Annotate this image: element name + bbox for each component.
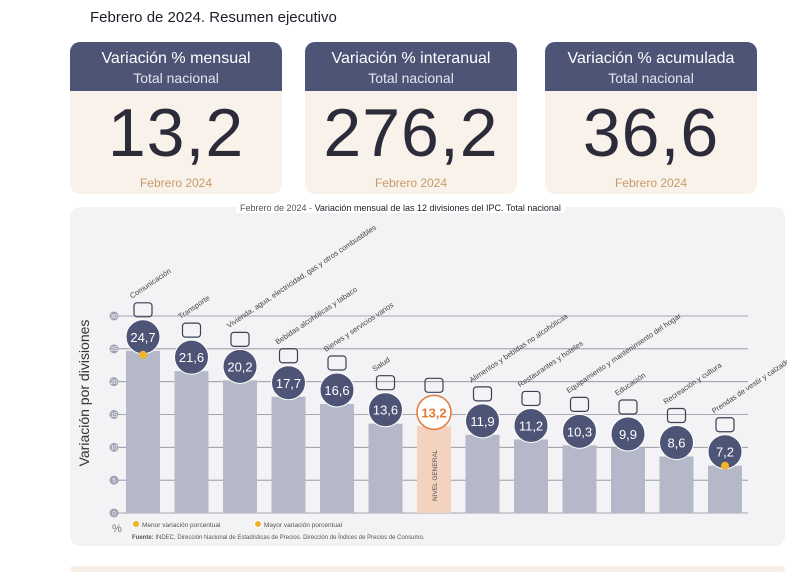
kpi-title: Variación % interanual — [331, 50, 491, 67]
kpi-card-accumulated: Variación % acumulada Total nacional 36,… — [545, 42, 757, 194]
kpi-date: Febrero 2024 — [614, 176, 688, 190]
chart-title: Febrero de 2024 - Variación mensual de l… — [236, 203, 565, 213]
chart-title-prefix: Febrero de 2024 - — [240, 203, 313, 213]
kpi-date: Febrero 2024 — [139, 176, 213, 190]
kpi-title: Variación % mensual — [101, 50, 251, 67]
kpi-value: 36,6 — [582, 95, 720, 171]
kpi-header: Variación % interanual Total nacional — [305, 42, 517, 91]
kpi-header: Variación % acumulada Total nacional — [545, 42, 757, 91]
kpi-date: Febrero 2024 — [374, 176, 448, 190]
kpi-card-yearly: Variación % interanual Total nacional 27… — [305, 42, 517, 194]
kpi-value: 13,2 — [107, 95, 245, 171]
chart-title-text: Variación mensual de las 12 divisiones d… — [314, 203, 561, 213]
kpi-subtitle: Total nacional — [608, 70, 694, 86]
kpi-subtitle: Total nacional — [133, 70, 219, 86]
chart-panel — [70, 207, 785, 546]
bottom-strip — [70, 566, 785, 572]
kpi-title: Variación % acumulada — [567, 50, 735, 67]
kpi-value: 276,2 — [323, 95, 499, 171]
kpi-card-monthly: Variación % mensual Total nacional 13,2 … — [70, 42, 282, 194]
kpi-header: Variación % mensual Total nacional — [70, 42, 282, 91]
kpi-subtitle: Total nacional — [368, 70, 454, 86]
page-title: Febrero de 2024. Resumen ejecutivo — [90, 9, 337, 26]
